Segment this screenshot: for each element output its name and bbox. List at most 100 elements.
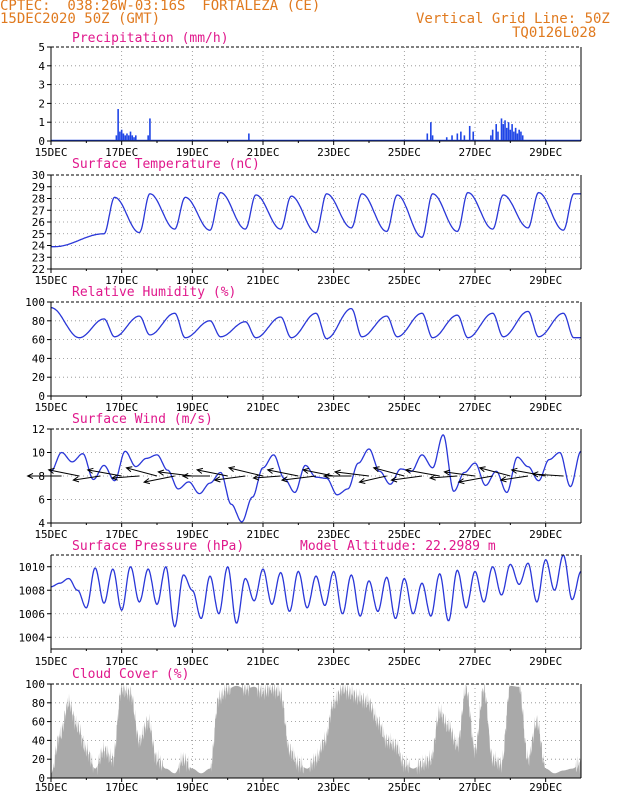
wind-arrowhead [213, 476, 221, 483]
wind-arrowhead [181, 472, 189, 480]
y-tick-label: 6 [38, 494, 45, 507]
y-tick-label: 27 [32, 204, 45, 217]
wind-arrowhead [266, 467, 274, 474]
x-tick-label: 23DEC [317, 401, 350, 414]
x-tick-label: 27DEC [458, 528, 491, 541]
y-tick-label: 25 [32, 228, 45, 241]
y-tick-label: 1004 [19, 631, 46, 644]
x-tick-label: 27DEC [458, 781, 491, 794]
y-tick-label: 40 [32, 734, 45, 747]
x-tick-label: 21DEC [246, 401, 279, 414]
precip-bar [514, 127, 517, 141]
header-date: 15DEC2020 50Z (GMT) [0, 11, 161, 27]
wind-arrowhead [142, 478, 151, 485]
y-tick-label: 4 [38, 517, 45, 530]
precip-bar [431, 135, 434, 141]
x-tick-label: 21DEC [246, 528, 279, 541]
x-tick-label: 17DEC [105, 655, 138, 668]
wind-arrowhead [322, 472, 330, 480]
precip-bar [131, 135, 134, 141]
wind-vector [430, 475, 458, 479]
y-tick-label: 8 [38, 470, 45, 483]
precip-bar [500, 118, 503, 141]
wind-vector [48, 469, 80, 477]
precip-bar [518, 129, 520, 141]
wind-arrowhead [157, 469, 165, 476]
panel-title: Surface Temperature (nC) [72, 157, 260, 172]
precip-bar [426, 133, 429, 141]
x-tick-label: 25DEC [388, 274, 421, 287]
precip-bar [507, 122, 510, 141]
y-tick-label: 1008 [19, 584, 46, 597]
wind-vector [73, 475, 101, 481]
x-tick-label: 27DEC [458, 655, 491, 668]
x-tick-label: 19DEC [176, 274, 209, 287]
x-tick-label: 15DEC [34, 655, 67, 668]
humidity-line [50, 306, 581, 340]
x-tick-label: 27DEC [458, 274, 491, 287]
y-tick-label: 10 [32, 447, 45, 460]
y-tick-label: 1 [38, 116, 45, 129]
wind-arrowhead [280, 476, 288, 483]
precip-bar [495, 124, 497, 141]
precip-bar [491, 129, 494, 141]
wind-arrowhead [358, 478, 366, 484]
panel-title: Surface Pressure (hPa) [72, 539, 244, 554]
precip-bar [248, 133, 250, 141]
wind-arrowhead [47, 467, 55, 474]
y-tick-label: 1010 [19, 561, 46, 574]
pressure-line [51, 554, 582, 628]
y-tick-label: 100 [25, 296, 45, 309]
wind-arrowhead [125, 466, 133, 473]
y-tick-label: 0 [38, 772, 45, 785]
precip-bar [511, 124, 513, 141]
precip-bar [147, 135, 149, 141]
wind-arrowhead [457, 478, 465, 485]
wind-arrowhead [390, 476, 398, 483]
x-tick-label: 25DEC [388, 528, 421, 541]
y-tick-label: 24 [32, 240, 46, 253]
x-tick-label: 17DEC [105, 528, 138, 541]
wind-vector [126, 467, 158, 477]
x-tick-label: 15DEC [34, 274, 67, 287]
x-tick-label: 19DEC [176, 146, 209, 159]
wind-arrowhead [499, 476, 507, 483]
precip-bar [122, 133, 125, 141]
precip-bar [516, 133, 519, 141]
precip-bar [490, 135, 492, 141]
wind-arrowhead [531, 471, 539, 478]
wind-vector [479, 467, 511, 477]
wind-vector [444, 471, 476, 477]
x-tick-label: 17DEC [105, 146, 138, 159]
precip-bar [149, 118, 151, 141]
wind-vector [253, 475, 281, 479]
x-tick-label: 15DEC [34, 528, 67, 541]
precip-bar [119, 131, 121, 141]
x-tick-label: 27DEC [458, 401, 491, 414]
precip-bar [117, 109, 119, 141]
precip-bar [445, 137, 448, 141]
x-tick-label: 19DEC [176, 655, 209, 668]
x-tick-label: 17DEC [105, 274, 138, 287]
wind-vector [214, 475, 246, 481]
y-tick-label: 1006 [19, 608, 46, 621]
panel-title: Surface Wind (m/s) [72, 412, 213, 427]
y-tick-label: 80 [32, 315, 45, 328]
y-tick-label: 2 [38, 97, 45, 110]
panel-title: Cloud Cover (%) [72, 667, 189, 682]
precip-bar [504, 120, 506, 141]
y-tick-label: 28 [32, 193, 45, 206]
wind-vector [267, 469, 299, 477]
x-tick-label: 21DEC [246, 781, 279, 794]
y-tick-label: 80 [32, 697, 45, 710]
x-tick-label: 29DEC [529, 781, 562, 794]
header-grid-note: Vertical Grid Line: 50Z [416, 11, 610, 27]
x-tick-label: 29DEC [529, 528, 562, 541]
wind-arrowhead [301, 467, 310, 474]
y-tick-label: 26 [32, 216, 45, 229]
header-station: CPTEC: 038:26W-03:16S FORTALEZA (CE) [0, 0, 321, 14]
y-tick-label: 22 [32, 263, 45, 276]
precip-bar [135, 135, 137, 141]
precip-bar [133, 137, 135, 141]
